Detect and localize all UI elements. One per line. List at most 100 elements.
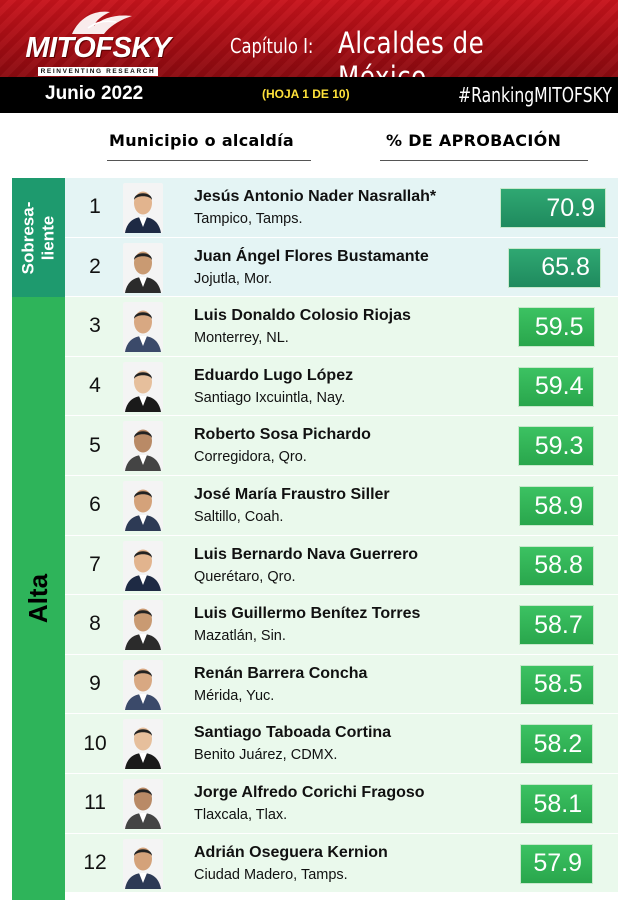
rank-number: 11 bbox=[84, 791, 106, 815]
ranking-row: 4 Eduardo Lugo López Santiago Ixcuintla, N… bbox=[65, 356, 618, 417]
mayor-portrait bbox=[123, 421, 163, 472]
sheet-indicator: (HOJA 1 DE 10) bbox=[262, 87, 350, 101]
municipality-name: Ciudad Madero, Tamps. bbox=[194, 866, 348, 883]
mayor-name: Jesús Antonio Nader Nasrallah* bbox=[194, 188, 437, 205]
mayor-portrait bbox=[123, 659, 163, 710]
approval-value: 70.9 bbox=[546, 193, 595, 222]
municipality-name: Corregidora, Qro. bbox=[194, 449, 307, 466]
approval-value: 58.9 bbox=[534, 491, 583, 520]
mayor-name: Juan Ángel Flores Bustamante bbox=[194, 247, 429, 265]
approval-value: 59.5 bbox=[534, 312, 584, 341]
mayor-portrait bbox=[123, 361, 163, 412]
approval-bar: 58.9 bbox=[518, 486, 594, 526]
ranking-hashtag: #RankingMITOFSKY bbox=[458, 83, 612, 107]
mayor-portrait bbox=[123, 719, 163, 770]
mayor-portrait bbox=[123, 838, 163, 889]
mayor-name: Renán Barrera Concha bbox=[194, 664, 368, 682]
approval-bar: 59.5 bbox=[517, 307, 595, 348]
logo-tagline: REINVENTING RESEARCH bbox=[38, 67, 158, 76]
mayor-name: Roberto Sosa Pichardo bbox=[194, 426, 371, 444]
mayor-name: Luis Guillermo Benítez Torres bbox=[194, 605, 421, 623]
rank-number: 2 bbox=[89, 254, 101, 278]
municipality-name: Saltillo, Coah. bbox=[194, 509, 284, 525]
column-header-municipality: Municipio o alcaldía bbox=[109, 131, 294, 150]
mayor-portrait bbox=[123, 242, 163, 293]
municipality-name: Querétaro, Qro. bbox=[194, 568, 296, 585]
category-label-line: liente bbox=[38, 215, 58, 260]
mitofsky-logo: MITOFSKY REINVENTING RESEARCH bbox=[18, 6, 178, 76]
category-alta: Alta bbox=[12, 297, 65, 900]
approval-value: 59.3 bbox=[534, 431, 584, 460]
mayor-portrait bbox=[123, 779, 163, 829]
mayor-portrait bbox=[123, 600, 163, 651]
chapter-title: Alcaldes de México bbox=[338, 26, 485, 77]
approval-value: 58.8 bbox=[534, 551, 583, 580]
mayor-portrait bbox=[123, 540, 163, 591]
municipality-name: Monterrey, NL. bbox=[194, 330, 289, 347]
approval-bar: 58.5 bbox=[519, 664, 594, 705]
header-banner: MITOFSKY REINVENTING RESEARCH Capítulo I… bbox=[0, 0, 618, 77]
municipality-name: Tampico, Tamps. bbox=[194, 211, 303, 227]
rank-number: 1 bbox=[89, 195, 101, 219]
ranking-row: 12 Adrián Oseguera Kernion Ciudad Madero, … bbox=[65, 833, 618, 894]
mayor-name: Adrián Oseguera Kernion bbox=[194, 843, 388, 861]
approval-bar: 58.7 bbox=[519, 605, 594, 646]
report-date: Junio 2022 bbox=[45, 83, 144, 104]
mayor-portrait bbox=[123, 183, 163, 233]
column-header-approval: % DE APROBACIÓN bbox=[386, 131, 562, 150]
mayor-name: Jorge Alfredo Corichi Fragoso bbox=[194, 784, 425, 801]
approval-bar: 58.1 bbox=[520, 784, 594, 824]
ranking-row: 3 Luis Donaldo Colosio Riojas Monterrey, N… bbox=[65, 297, 618, 357]
category-label: Alta bbox=[23, 573, 53, 624]
category-sobresaliente: Sobresa-liente bbox=[12, 178, 65, 297]
municipality-name: Mazatlán, Sin. bbox=[194, 628, 286, 645]
rank-number: 10 bbox=[83, 731, 107, 755]
mayor-portrait bbox=[123, 481, 163, 531]
ranking-row: 7 Luis Bernardo Nava Guerrero Querétaro, Q… bbox=[65, 535, 618, 596]
ranking-row: 2 Juan Ángel Flores Bustamante Jojutla, Mo… bbox=[65, 237, 618, 298]
mayor-name: Santiago Taboada Cortina bbox=[194, 724, 392, 742]
approval-value: 65.8 bbox=[541, 253, 590, 282]
rank-number: 6 bbox=[89, 493, 101, 517]
ranking-row: 11 Jorge Alfredo Corichi Fragoso Tlaxcala,… bbox=[65, 774, 618, 834]
rank-number: 8 bbox=[89, 612, 101, 636]
ranking-row: 5 Roberto Sosa Pichardo Corregidora, Qro. 5… bbox=[65, 416, 618, 476]
approval-bar: 58.2 bbox=[519, 724, 594, 765]
category-label-line: Sobresa- bbox=[18, 201, 38, 274]
approval-value: 58.2 bbox=[533, 729, 583, 758]
rank-number: 12 bbox=[83, 850, 107, 874]
ranking-row: 1 Jesús Antonio Nader Nasrallah* Tampico, … bbox=[65, 178, 618, 238]
municipality-name: Mérida, Yuc. bbox=[194, 687, 275, 704]
mayor-name: Luis Bernardo Nava Guerrero bbox=[194, 545, 419, 563]
approval-value: 58.7 bbox=[534, 610, 583, 639]
municipality-name: Santiago Ixcuintla, Nay. bbox=[194, 389, 346, 406]
approval-value: 58.1 bbox=[533, 789, 583, 818]
ranking-row: 9 Renán Barrera Concha Mérida, Yuc. 58.5 bbox=[65, 654, 618, 715]
ranking-row: 8 Luis Guillermo Benítez Torres Mazatlán, … bbox=[65, 595, 618, 655]
category-label: Sobresa-liente bbox=[19, 201, 59, 274]
rank-number: 3 bbox=[89, 314, 101, 338]
ranking-row: 10 Santiago Taboada Cortina Benito Juárez,… bbox=[65, 714, 618, 774]
approval-value: 57.9 bbox=[533, 849, 582, 878]
rank-number: 4 bbox=[89, 374, 101, 398]
approval-bar: 57.9 bbox=[520, 843, 593, 884]
mayor-portrait bbox=[123, 302, 163, 353]
approval-value: 59.4 bbox=[534, 372, 584, 401]
mayor-name: Eduardo Lugo López bbox=[194, 366, 354, 384]
approval-bar: 58.8 bbox=[519, 545, 594, 586]
rank-number: 7 bbox=[89, 552, 101, 576]
column-header-underline bbox=[107, 160, 311, 161]
municipality-name: Benito Juárez, CDMX. bbox=[194, 747, 338, 764]
info-bar: Junio 2022 (HOJA 1 DE 10) #RankingMITOFS… bbox=[0, 77, 618, 113]
ranking-row: 6 José María Fraustro Siller Saltillo, Coa… bbox=[65, 476, 618, 536]
approval-bar: 65.8 bbox=[507, 247, 601, 288]
approval-bar: 70.9 bbox=[499, 188, 606, 228]
approval-bar: 59.3 bbox=[518, 426, 595, 467]
logo-wordmark: MITOFSKY bbox=[25, 32, 171, 64]
municipality-name: Jojutla, Mor. bbox=[194, 270, 273, 287]
approval-bar: 59.4 bbox=[518, 366, 595, 407]
municipality-name: Tlaxcala, Tlax. bbox=[194, 807, 288, 823]
approval-value: 58.5 bbox=[533, 670, 583, 699]
column-header-underline bbox=[380, 160, 588, 161]
chapter-label: Capítulo I: bbox=[230, 34, 314, 58]
